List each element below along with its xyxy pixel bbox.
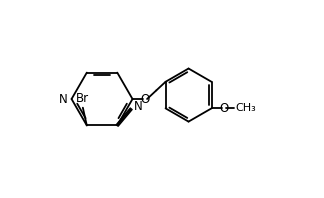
Text: Br: Br — [76, 92, 89, 105]
Text: O: O — [219, 102, 229, 115]
Text: CH₃: CH₃ — [235, 103, 256, 113]
Text: O: O — [140, 92, 149, 106]
Text: N: N — [59, 92, 67, 106]
Text: N: N — [134, 100, 143, 113]
